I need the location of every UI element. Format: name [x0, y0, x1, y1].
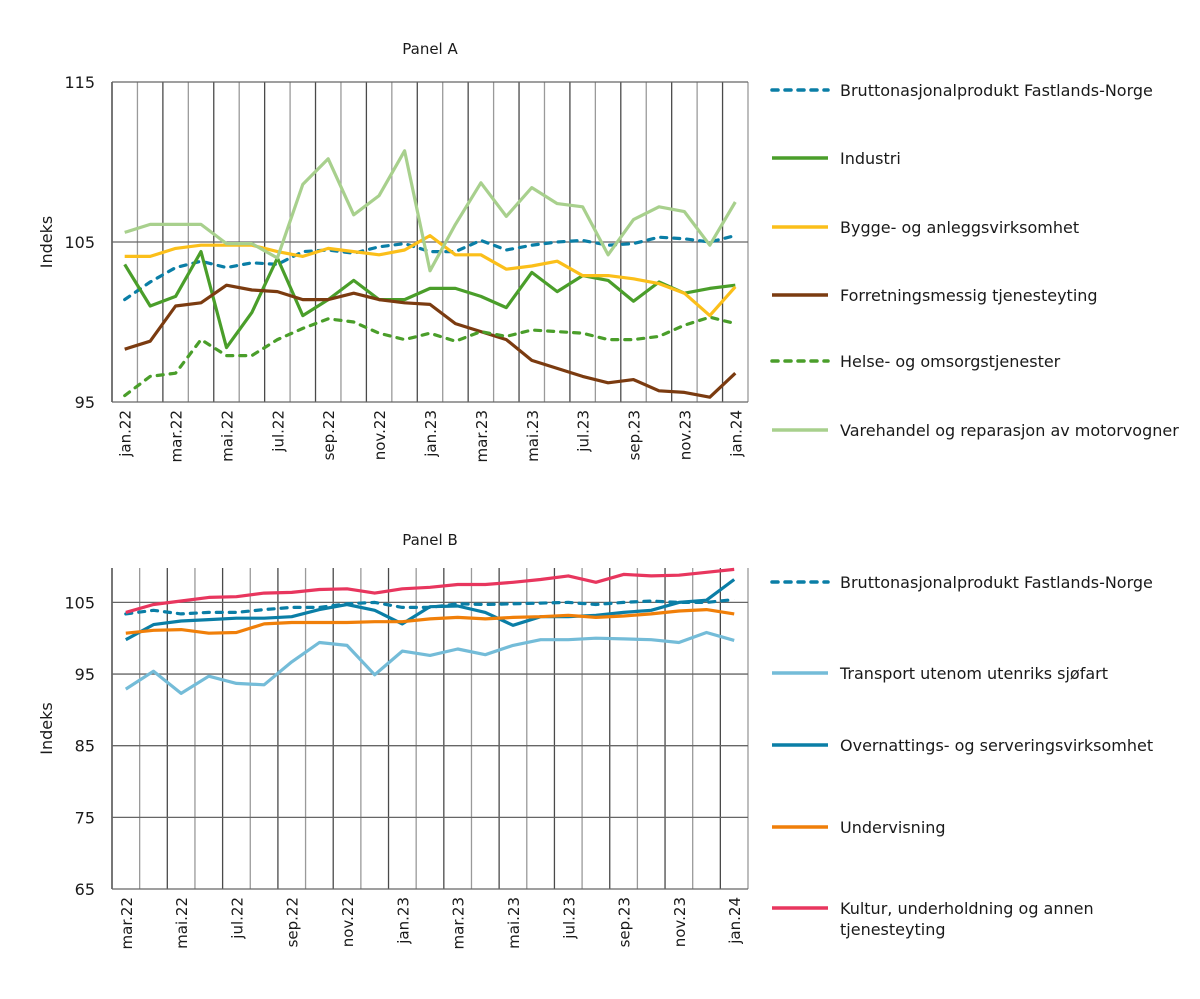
legend-label: Kultur, underholdning og annen tjenesteyt… — [840, 899, 1094, 939]
y-tick-label: 105 — [64, 233, 95, 252]
x-tick-label: jul.23 — [560, 897, 578, 940]
x-tick-label: jul.23 — [575, 410, 593, 453]
x-tick-label: sep.23 — [616, 897, 634, 947]
legend-label-line: tjenesteyting — [840, 920, 945, 939]
x-tick-label: nov.23 — [676, 410, 694, 460]
x-tick-label: mar.23 — [450, 897, 468, 949]
legend-label-line: Bruttonasjonalprodukt Fastlands-Norge — [840, 81, 1153, 100]
legend-label-line: Transport utenom utenriks sjøfart — [839, 664, 1108, 683]
legend-label: Industri — [840, 149, 901, 168]
x-tick-label: jul.22 — [269, 410, 287, 453]
panel-b: Panel B 65 75 85 95 105 Indeks mar.22 mai.22 jul.… — [37, 531, 1153, 949]
y-tick-label: 95 — [75, 665, 95, 684]
y-tick-label: 105 — [64, 593, 95, 612]
x-tick-label: nov.22 — [371, 410, 389, 460]
panel-title: Panel B — [402, 531, 458, 549]
legend-label: Varehandel og reparasjon av motorvogner — [840, 421, 1179, 440]
x-tick-label: jan.22 — [117, 410, 135, 458]
x-tick-label: jan.23 — [422, 410, 440, 458]
x-tick-label: jan.24 — [727, 410, 745, 458]
legend-label-line: Bygge- og anleggsvirksomhet — [840, 218, 1079, 237]
legend-label: Bruttonasjonalprodukt Fastlands-Norge — [840, 573, 1153, 592]
legend-label: Bygge- og anleggsvirksomhet — [840, 218, 1079, 237]
panel-title: Panel A — [402, 40, 458, 58]
legend-label-line: Undervisning — [840, 818, 946, 837]
y-tick-label: 75 — [75, 808, 95, 827]
x-tick-label: mai.23 — [524, 410, 542, 462]
x-tick-label: nov.23 — [671, 897, 689, 947]
legend-label: Helse- og omsorgstjenester — [840, 352, 1061, 371]
series-line-3 — [125, 285, 736, 397]
series-line-5 — [125, 151, 736, 271]
x-tick-label: mai.23 — [505, 897, 523, 949]
x-tick-label: jul.22 — [228, 897, 246, 940]
series-line-1 — [126, 633, 734, 694]
x-tick-label: jan.23 — [394, 897, 412, 945]
x-tick-label: sep.23 — [626, 410, 644, 460]
legend-label-line: Overnattings- og serveringsvirksomhet — [840, 736, 1153, 755]
x-tick-label: nov.22 — [339, 897, 357, 947]
legend-label: Transport utenom utenriks sjøfart — [839, 664, 1108, 683]
x-tick-label: sep.22 — [284, 897, 302, 947]
y-tick-label: 95 — [75, 393, 95, 412]
y-tick-label: 85 — [75, 737, 95, 756]
legend-label-line: Bruttonasjonalprodukt Fastlands-Norge — [840, 573, 1153, 592]
x-tick-label: mar.23 — [473, 410, 491, 462]
legend-label-line: Helse- og omsorgstjenester — [840, 352, 1061, 371]
x-tick-label: mar.22 — [118, 897, 136, 949]
x-tick-label: mai.22 — [218, 410, 236, 462]
x-tick-label: sep.22 — [320, 410, 338, 460]
y-axis-label: Indeks — [37, 216, 56, 268]
y-tick-label: 65 — [75, 880, 95, 899]
panel-a: Panel A 95 105 115 Indeks jan.22 mar.22 mai.22 j… — [37, 40, 1179, 462]
legend-label-line: Kultur, underholdning og annen — [840, 899, 1094, 918]
x-tick-label: mai.22 — [173, 897, 191, 949]
legend-label-line: Industri — [840, 149, 901, 168]
legend-label: Overnattings- og serveringsvirksomhet — [840, 736, 1153, 755]
y-axis-label: Indeks — [37, 702, 56, 754]
y-tick-label: 115 — [64, 73, 95, 92]
legend-label-line: Varehandel og reparasjon av motorvogner — [840, 421, 1179, 440]
x-tick-label: mar.22 — [168, 410, 186, 462]
legend-label: Forretningsmessig tjenesteyting — [840, 286, 1098, 305]
legend-label-line: Forretningsmessig tjenesteyting — [840, 286, 1098, 305]
legend-label: Undervisning — [840, 818, 946, 837]
x-tick-label: jan.24 — [726, 897, 744, 945]
legend-label: Bruttonasjonalprodukt Fastlands-Norge — [840, 81, 1153, 100]
